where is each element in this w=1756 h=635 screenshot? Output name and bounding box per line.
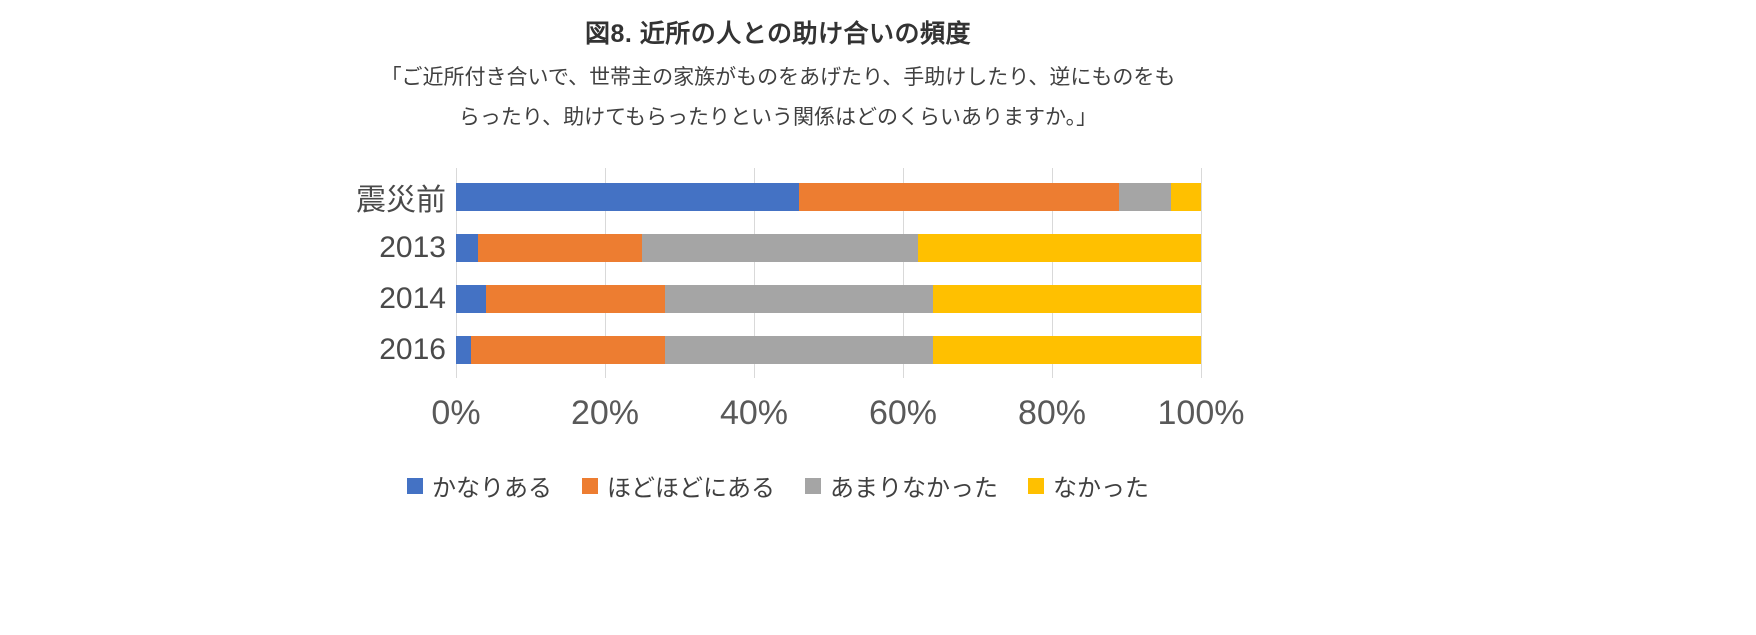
plot-area [455,168,1202,378]
legend-swatch-icon [407,477,423,494]
gridline [1200,168,1202,378]
bar-segment [485,284,665,313]
bar-segment [932,335,1201,364]
chart-row [456,273,1201,324]
chart-row [456,222,1201,273]
chart-container: 図8. 近所の人との助け合いの頻度 「ご近所付き合いで、世帯主の家族がものをあげ… [298,14,1258,503]
bar-segment [917,233,1201,262]
x-tick-label: 40% [719,394,789,432]
chart-row [456,324,1201,375]
gridline [1051,168,1053,378]
bar-segment [642,233,918,262]
gridline [902,168,904,378]
bar-segment [470,335,665,364]
bar-segment [456,233,479,262]
legend-label: なかった [1053,475,1149,502]
bar-segment [456,284,486,313]
stacked-bar [456,182,1201,211]
legend-label: かなりある [432,475,552,502]
category-label: 2016 [379,332,446,366]
legend-swatch-icon [1028,477,1044,494]
legend-label: ほどほどにある [607,475,775,502]
bars-group [456,171,1201,375]
bar-segment [478,233,643,262]
bar-segment [1119,182,1172,211]
gridline [455,168,457,378]
legend-item: あまりなかった [805,468,998,503]
bar-segment [932,284,1201,313]
legend-swatch-icon [582,477,598,494]
plot-row: 震災前 2013 2014 2016 [298,168,1258,378]
category-axis: 震災前 2013 2014 2016 [298,168,456,378]
legend-item: なかった [1028,468,1149,503]
stacked-bar [456,284,1201,313]
x-tick-label: 20% [570,394,640,432]
bar-segment [664,284,933,313]
chart-subtitle-line2: らったり、助けてもらったりという関係はどのくらいありますか。」 [458,106,1098,129]
legend-item: かなりある [407,468,552,503]
bar-segment [1171,182,1201,211]
legend-item: ほどほどにある [582,468,775,503]
x-tick-label: 80% [1017,394,1087,432]
bar-segment [456,182,799,211]
bar-segment [456,335,471,364]
bar-segment [664,335,933,364]
gridline [753,168,755,378]
category-label: 震災前 [356,183,446,217]
gridlines [455,168,1202,378]
legend-label: あまりなかった [830,475,998,502]
category-label: 2013 [379,230,446,264]
stacked-bar [456,233,1201,262]
x-tick-label: 0% [431,394,481,432]
legend-swatch-icon [805,477,821,494]
chart-row [456,171,1201,222]
gridline [604,168,606,378]
x-axis: 0% 20% 40% 60% 80% 100% [431,394,1244,440]
category-label: 2014 [379,281,446,315]
chart-subtitle-line1: 「ご近所付き合いで、世帯主の家族がものをあげたり、手助けしたり、逆にものをも [380,66,1176,89]
bar-segment [798,182,1120,211]
stacked-bar [456,335,1201,364]
legend: かなりある ほどほどにある あまりなかった なかった [298,468,1258,503]
x-tick-label: 100% [1157,394,1245,432]
chart-title: 図8. 近所の人との助け合いの頻度 [584,20,972,48]
x-tick-label: 60% [868,394,938,432]
